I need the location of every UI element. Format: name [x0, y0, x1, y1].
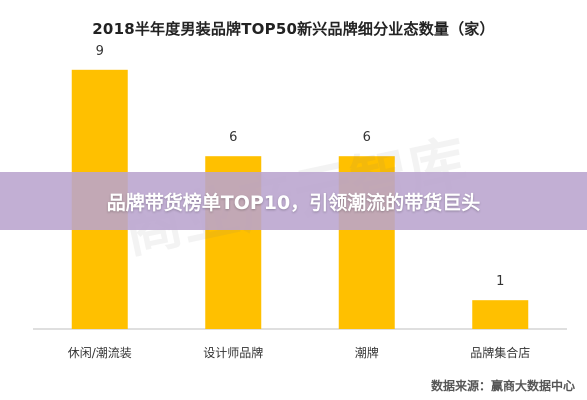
data-source: 数据来源：赢商大数据中心	[430, 379, 575, 393]
data-label-1: 6	[229, 130, 237, 145]
data-label-3: 1	[496, 274, 504, 289]
chart-title: 2018半年度男装品牌TOP50新兴品牌细分业态数量（家）	[92, 20, 495, 38]
banner-headline: 品牌带货榜单TOP10，引领潮流的带货巨头	[106, 191, 481, 214]
bar-3	[472, 300, 529, 329]
x-tick-label-0: 休闲/潮流装	[68, 345, 132, 360]
x-tick-label-1: 设计师品牌	[203, 346, 263, 360]
data-label-0: 9	[96, 44, 104, 59]
overlay-banner: 品牌带货榜单TOP10，引领潮流的带货巨头	[0, 172, 587, 230]
x-tick-label-3: 品牌集合店	[470, 345, 530, 360]
x-tick-label-2: 潮牌	[355, 345, 379, 360]
data-label-2: 6	[363, 130, 371, 145]
